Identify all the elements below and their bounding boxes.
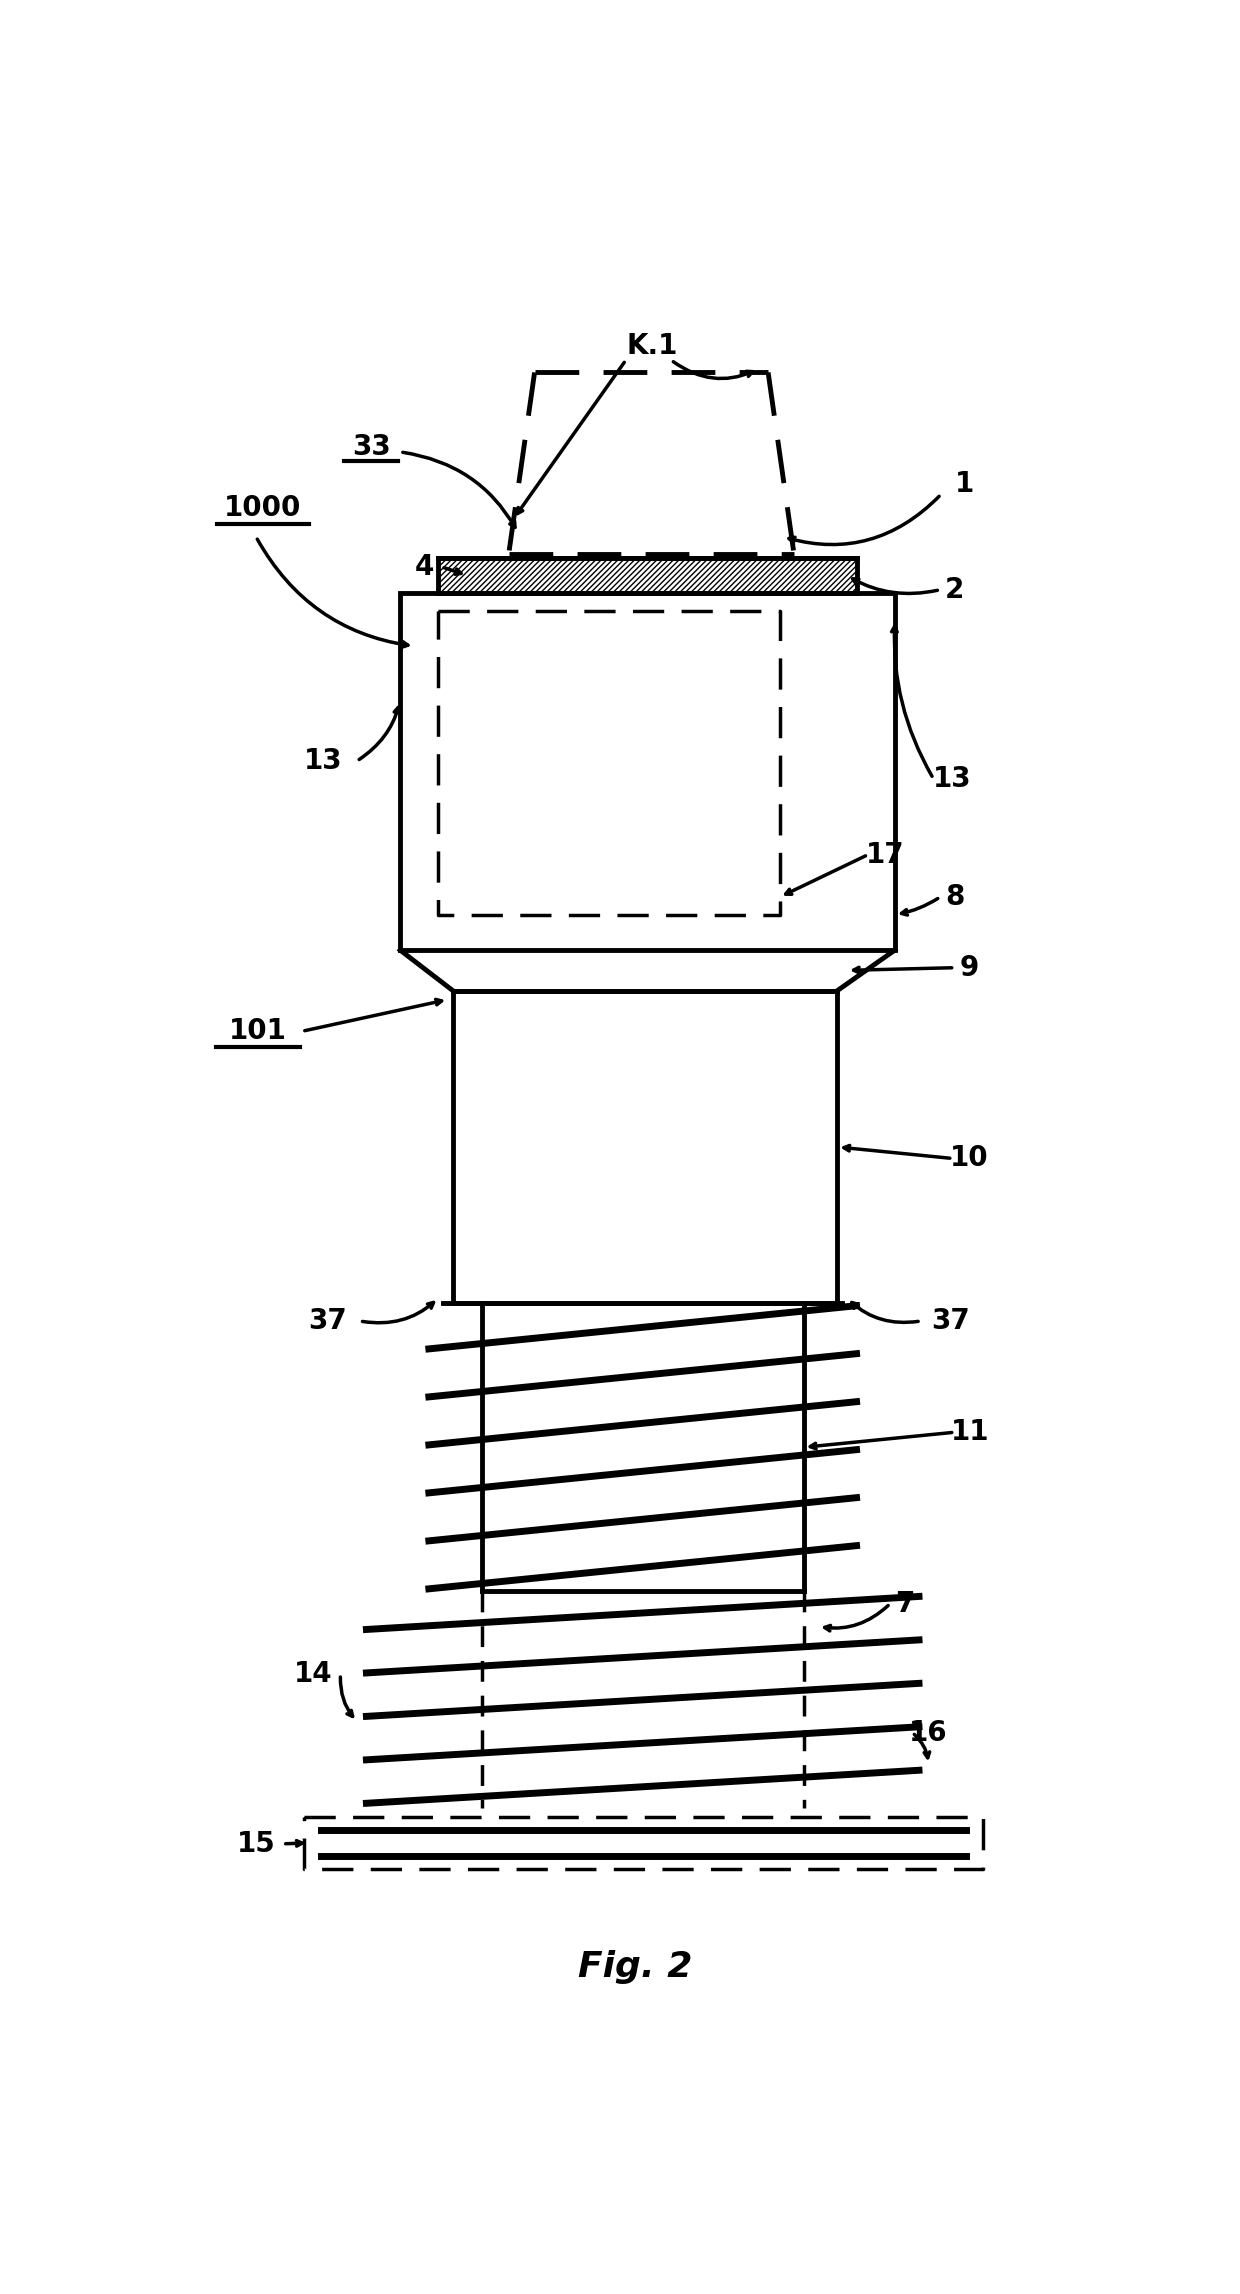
Text: 4: 4	[414, 553, 434, 580]
Text: 14: 14	[294, 1661, 332, 1688]
Text: 101: 101	[229, 1016, 286, 1046]
Text: K.1: K.1	[626, 333, 677, 360]
Text: 8: 8	[945, 883, 965, 911]
Text: 2: 2	[945, 576, 965, 603]
Text: 16: 16	[909, 1718, 947, 1746]
Bar	[453, 991, 837, 1303]
Text: 17: 17	[866, 840, 905, 869]
Text: 9: 9	[960, 954, 978, 982]
Bar	[401, 594, 895, 950]
Text: 7: 7	[895, 1590, 914, 1617]
Text: 15: 15	[237, 1831, 275, 1858]
Text: 1: 1	[955, 470, 973, 498]
Text: 11: 11	[951, 1418, 990, 1445]
Text: 13: 13	[304, 748, 342, 775]
Text: 1000: 1000	[224, 496, 301, 523]
Text: 37: 37	[931, 1308, 970, 1335]
Text: 10: 10	[950, 1145, 988, 1172]
Text: 37: 37	[309, 1308, 347, 1335]
Text: 33: 33	[352, 434, 391, 461]
Text: 13: 13	[934, 764, 972, 794]
Bar	[439, 557, 857, 594]
Text: Fig. 2: Fig. 2	[578, 1950, 693, 1984]
